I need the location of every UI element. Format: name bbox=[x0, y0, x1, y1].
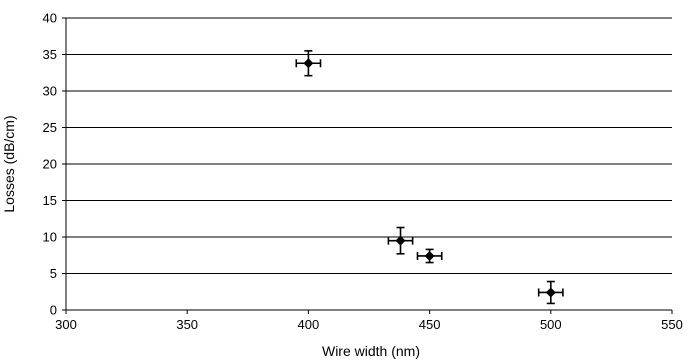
y-axis-title: Losses (dB/cm) bbox=[1, 115, 17, 212]
diamond-marker bbox=[545, 287, 556, 298]
diamond-marker bbox=[303, 58, 314, 69]
data-point bbox=[416, 248, 443, 264]
x-tick-label: 400 bbox=[298, 317, 320, 332]
data-point bbox=[295, 50, 322, 77]
diamond-marker bbox=[424, 250, 435, 261]
y-tick-label: 10 bbox=[43, 230, 57, 245]
y-tick-label: 35 bbox=[43, 47, 57, 62]
y-tick-label: 20 bbox=[43, 157, 57, 172]
y-tick-label: 40 bbox=[43, 11, 57, 26]
x-axis-title: Wire width (nm) bbox=[322, 343, 420, 359]
y-tick-label: 30 bbox=[43, 84, 57, 99]
grid-lines bbox=[66, 17, 672, 274]
y-tick-label: 0 bbox=[50, 303, 57, 318]
data-points bbox=[295, 50, 564, 305]
x-tick-label: 500 bbox=[540, 317, 562, 332]
y-tick-label: 5 bbox=[50, 266, 57, 281]
data-point bbox=[387, 226, 414, 255]
x-tick-label: 350 bbox=[176, 317, 198, 332]
diamond-marker bbox=[395, 235, 406, 246]
axes bbox=[62, 17, 673, 314]
data-point bbox=[537, 280, 564, 305]
y-tick-label: 15 bbox=[43, 193, 57, 208]
x-tick-labels: 300 350 400 450 500 550 bbox=[55, 317, 683, 332]
x-tick-label: 550 bbox=[661, 317, 683, 332]
x-tick-label: 300 bbox=[55, 317, 77, 332]
x-tick-label: 450 bbox=[419, 317, 441, 332]
y-tick-labels: 0 5 10 15 20 25 30 35 40 bbox=[43, 11, 57, 318]
y-tick-label: 25 bbox=[43, 120, 57, 135]
